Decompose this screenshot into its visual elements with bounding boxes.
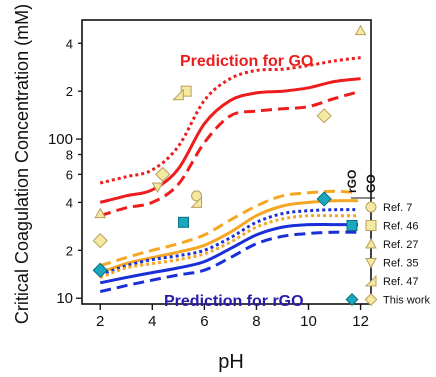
series-line-4 <box>99 199 359 275</box>
y-tick-label: 8 <box>66 148 73 163</box>
x-tick-label: 10 <box>300 313 317 330</box>
x-tick-label: 4 <box>148 313 156 330</box>
series-line-8 <box>99 230 359 294</box>
y-tick-label: 2 <box>66 243 73 258</box>
data-point-triangle-half <box>172 88 184 101</box>
legend-label: Ref. 35 <box>383 258 418 270</box>
legend-header-rgo: rGO <box>345 170 359 193</box>
data-point-diamond <box>92 233 108 249</box>
x-tick-label: 6 <box>200 313 208 330</box>
x-axis: 2 4 6 8 10 12 <box>96 304 369 330</box>
data-point-square <box>178 216 190 228</box>
series-line-0 <box>99 56 361 185</box>
legend-marker-go <box>364 274 377 287</box>
legend-marker-rgo <box>346 220 358 231</box>
legend-label: Ref. 7 <box>383 202 412 214</box>
legend-label: Ref. 47 <box>383 276 418 288</box>
x-tick-label: 2 <box>96 313 104 330</box>
x-tick-label: 8 <box>252 313 260 330</box>
legend-label: Ref. 46 <box>383 221 418 233</box>
legend-marker-go <box>365 201 377 213</box>
legend-marker-rgo <box>345 293 359 306</box>
points-layer <box>92 24 367 278</box>
y-tick-label: 4 <box>66 36 73 51</box>
data-point-diamond <box>155 166 171 182</box>
data-point-diamond <box>92 262 108 278</box>
series-line-3 <box>99 189 359 268</box>
y-tick-label: 100 <box>48 131 73 148</box>
legend-header-go: GO <box>364 174 378 193</box>
series-line-2 <box>99 89 361 218</box>
data-point-triangle-half <box>190 196 203 208</box>
y-tick-label: 6 <box>66 167 73 182</box>
legend-label: Ref. 27 <box>383 239 418 251</box>
data-point-triangle-up <box>94 207 107 219</box>
data-point-square <box>180 85 192 97</box>
plot-frame <box>81 19 372 305</box>
y-tick-label: 10 <box>56 290 73 307</box>
series-line-1 <box>99 77 361 204</box>
legend: rGO GO Ref. 7 Ref. 46 Ref. 27 Ref. 35 Ref. 47 T… <box>345 170 431 307</box>
data-point-diamond <box>316 108 332 124</box>
annotation-rgo: Prediction for rGO <box>164 293 304 310</box>
legend-marker-go <box>365 237 377 249</box>
data-point-diamond <box>316 191 332 207</box>
legend-label: This work <box>383 295 431 307</box>
y-axis-title: Critical Coagulation Concentration (mM) <box>12 4 32 324</box>
series-layer <box>99 56 361 294</box>
y-tick-label: 2 <box>66 84 73 99</box>
x-tick-label: 12 <box>352 313 369 330</box>
annotation-go: Prediction for GO <box>180 53 313 70</box>
data-point-circle <box>191 190 203 202</box>
series-line-7 <box>99 222 358 285</box>
x-axis-title: pH <box>218 351 244 373</box>
legend-marker-go <box>365 220 377 231</box>
y-tick-label: 4 <box>66 195 73 210</box>
data-point-triangle-down <box>151 182 164 194</box>
legend-marker-go <box>365 258 377 269</box>
legend-marker-go <box>364 293 378 306</box>
data-point-triangle-up <box>354 24 367 36</box>
